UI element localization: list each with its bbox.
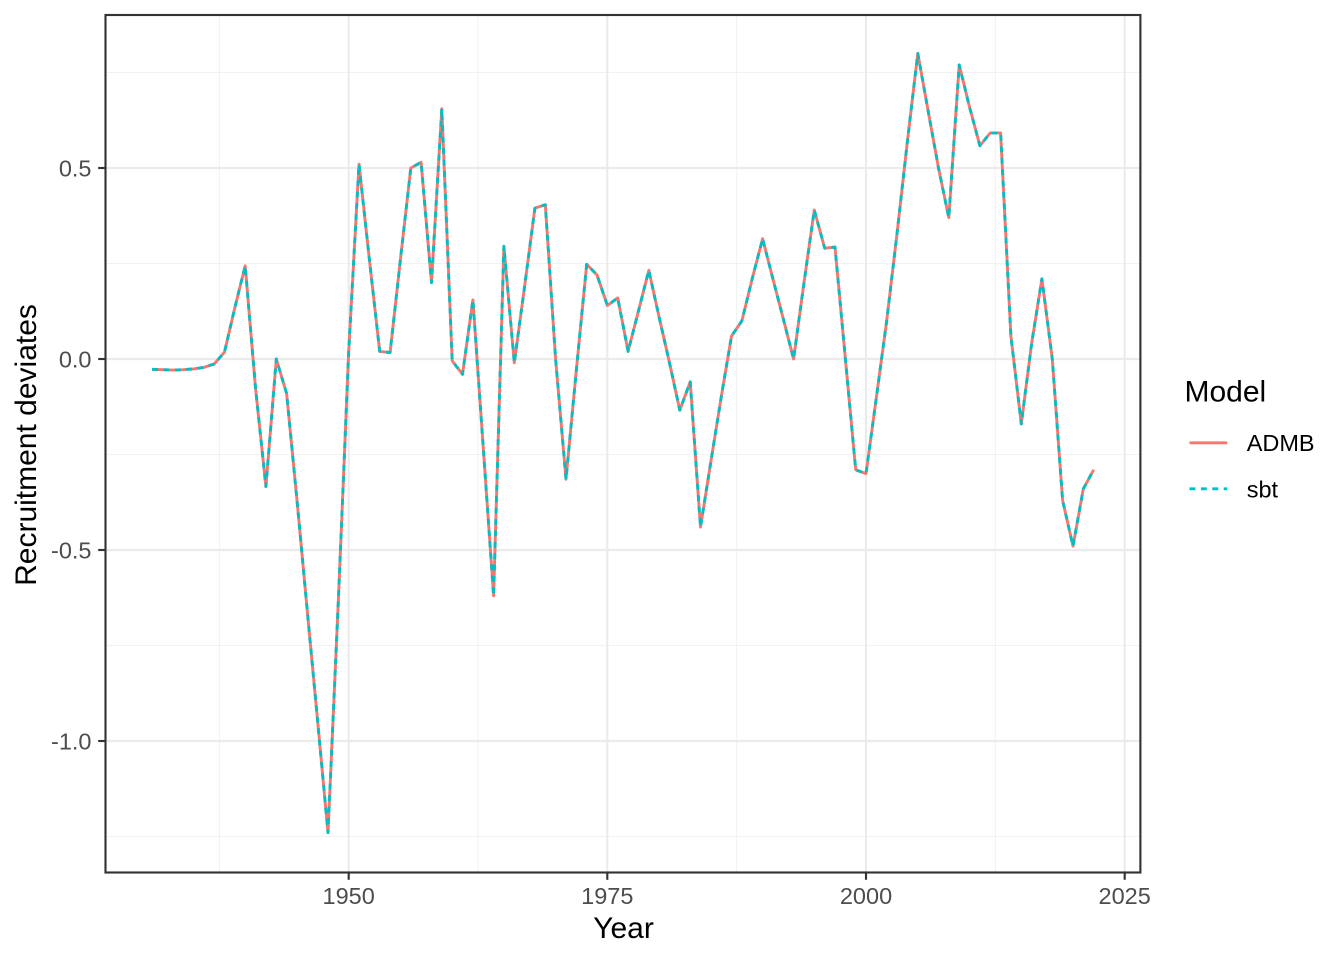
svg-text:sbt: sbt — [1247, 477, 1279, 503]
svg-text:Model: Model — [1185, 376, 1267, 409]
svg-text:1950: 1950 — [323, 883, 375, 909]
svg-text:ADMB: ADMB — [1247, 430, 1315, 456]
svg-text:1975: 1975 — [581, 883, 633, 909]
svg-text:-0.5: -0.5 — [51, 537, 92, 563]
svg-text:2000: 2000 — [840, 883, 892, 909]
svg-text:-1.0: -1.0 — [51, 728, 92, 754]
svg-text:0.0: 0.0 — [59, 346, 92, 372]
svg-text:Year: Year — [593, 912, 654, 945]
svg-text:0.5: 0.5 — [59, 155, 92, 181]
svg-text:2025: 2025 — [1099, 883, 1151, 909]
svg-text:Recruitment deviates: Recruitment deviates — [10, 304, 43, 586]
